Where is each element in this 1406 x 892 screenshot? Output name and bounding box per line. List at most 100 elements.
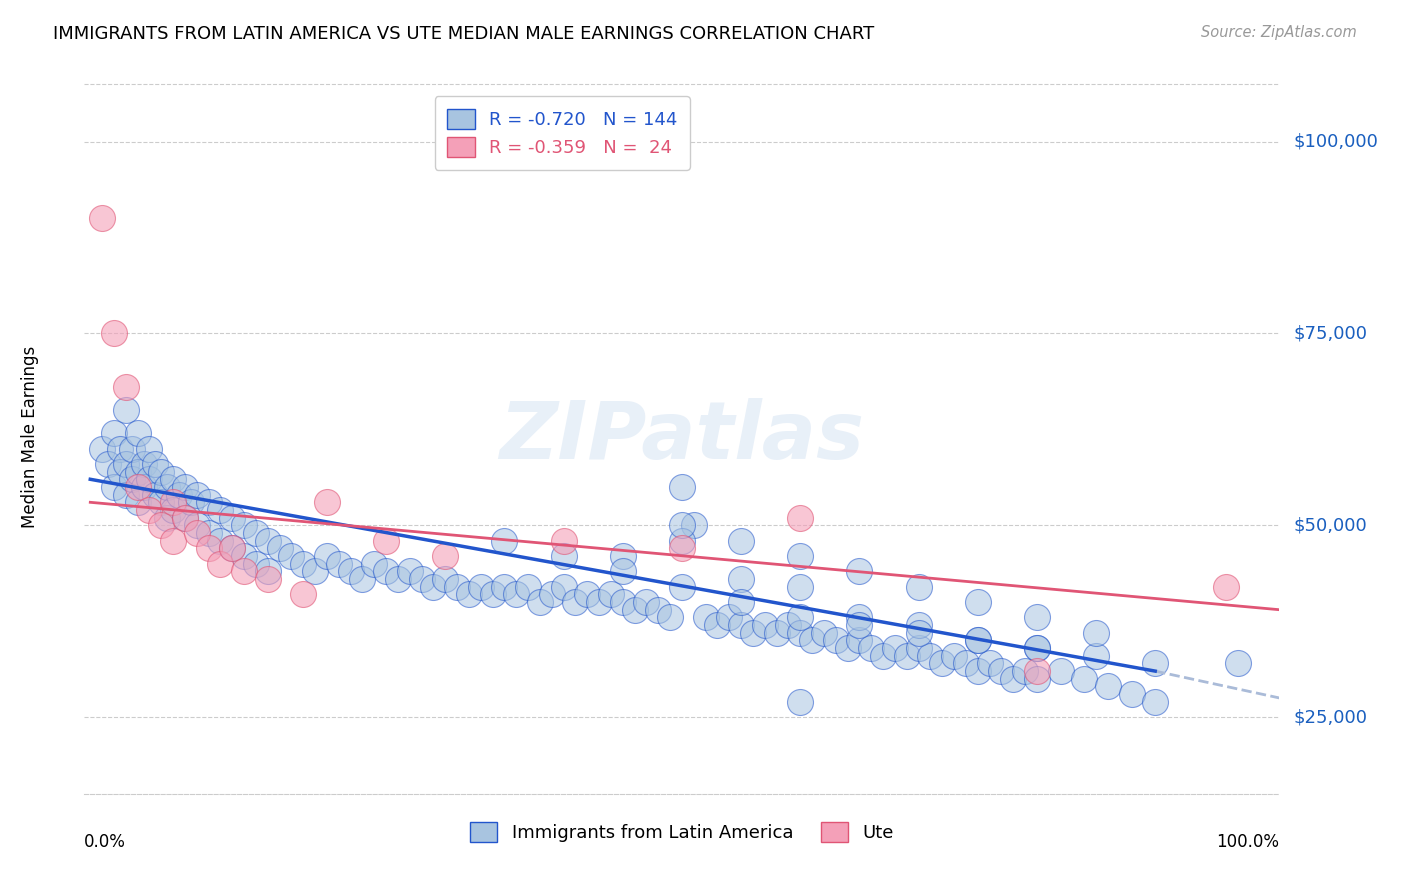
Point — [553, 533, 575, 548]
Point — [221, 510, 243, 524]
Point — [127, 426, 149, 441]
Point — [907, 641, 929, 656]
Point — [896, 648, 918, 663]
Point — [197, 526, 219, 541]
Point — [730, 572, 752, 586]
Point — [1025, 664, 1047, 678]
Point — [671, 480, 693, 494]
Text: 100.0%: 100.0% — [1216, 833, 1279, 851]
Point — [127, 495, 149, 509]
Point — [636, 595, 658, 609]
Point — [966, 633, 988, 648]
Point — [150, 495, 173, 509]
Point — [245, 557, 267, 571]
Point — [375, 565, 398, 579]
Point — [103, 480, 125, 494]
Point — [150, 465, 173, 479]
Point — [103, 426, 125, 441]
Point — [883, 641, 905, 656]
Point — [292, 587, 315, 601]
Point — [872, 648, 894, 663]
Point — [97, 457, 120, 471]
Point — [221, 541, 243, 556]
Point — [1121, 687, 1143, 701]
Point — [328, 557, 350, 571]
Point — [517, 580, 540, 594]
Point — [765, 625, 787, 640]
Point — [156, 510, 179, 524]
Point — [730, 595, 752, 609]
Point — [1049, 664, 1071, 678]
Point — [132, 480, 155, 494]
Point — [387, 572, 409, 586]
Point — [966, 664, 988, 678]
Point — [114, 457, 136, 471]
Point — [470, 580, 492, 594]
Point — [943, 648, 966, 663]
Point — [138, 503, 160, 517]
Point — [197, 541, 219, 556]
Point — [778, 618, 800, 632]
Point — [671, 580, 693, 594]
Point — [156, 480, 179, 494]
Point — [256, 533, 278, 548]
Point — [1025, 641, 1047, 656]
Point — [612, 549, 634, 563]
Point — [860, 641, 883, 656]
Point — [682, 518, 704, 533]
Point — [143, 488, 166, 502]
Point — [209, 533, 232, 548]
Point — [269, 541, 291, 556]
Point — [647, 603, 669, 617]
Point — [695, 610, 717, 624]
Point — [292, 557, 315, 571]
Point — [612, 565, 634, 579]
Point — [600, 587, 623, 601]
Point — [1215, 580, 1237, 594]
Point — [352, 572, 374, 586]
Point — [186, 526, 208, 541]
Point — [481, 587, 503, 601]
Point — [671, 533, 693, 548]
Point — [789, 610, 811, 624]
Point — [848, 633, 870, 648]
Point — [966, 633, 988, 648]
Point — [529, 595, 551, 609]
Point — [671, 541, 693, 556]
Point — [458, 587, 481, 601]
Point — [789, 580, 811, 594]
Point — [103, 326, 125, 341]
Point — [623, 603, 645, 617]
Point — [221, 541, 243, 556]
Text: 0.0%: 0.0% — [84, 833, 127, 851]
Text: Median Male Earnings: Median Male Earnings — [21, 346, 39, 528]
Point — [162, 533, 184, 548]
Point — [931, 657, 953, 671]
Point — [280, 549, 302, 563]
Point — [588, 595, 610, 609]
Point — [121, 442, 143, 456]
Point — [741, 625, 763, 640]
Point — [1144, 695, 1167, 709]
Point — [1085, 625, 1108, 640]
Point — [576, 587, 599, 601]
Text: Source: ZipAtlas.com: Source: ZipAtlas.com — [1201, 25, 1357, 40]
Point — [316, 549, 339, 563]
Point — [209, 557, 232, 571]
Point — [127, 480, 149, 494]
Point — [1025, 610, 1047, 624]
Point — [612, 595, 634, 609]
Point — [375, 533, 398, 548]
Point — [824, 633, 846, 648]
Point — [966, 595, 988, 609]
Point — [789, 510, 811, 524]
Point — [848, 565, 870, 579]
Point — [186, 488, 208, 502]
Point — [180, 495, 202, 509]
Text: $25,000: $25,000 — [1294, 708, 1368, 726]
Point — [494, 533, 516, 548]
Point — [143, 457, 166, 471]
Point — [339, 565, 361, 579]
Point — [422, 580, 444, 594]
Point — [114, 380, 136, 394]
